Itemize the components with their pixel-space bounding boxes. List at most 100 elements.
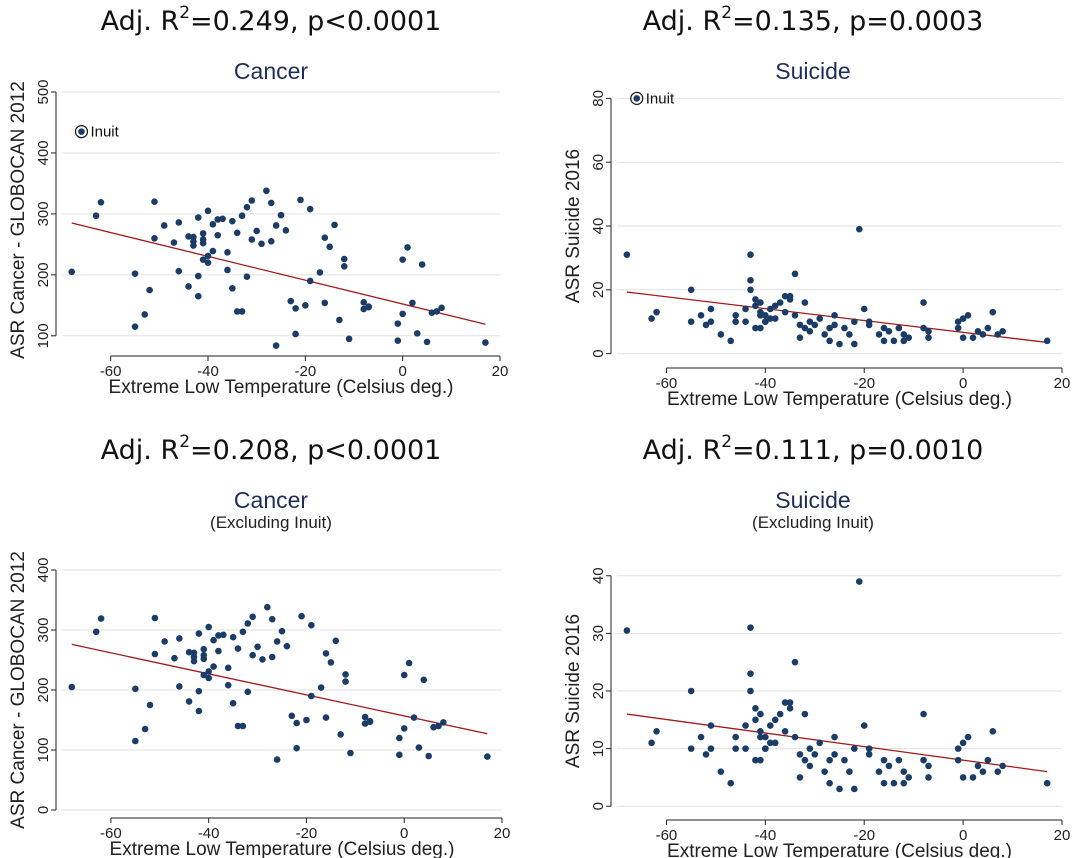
data-point bbox=[900, 337, 908, 345]
data-point bbox=[821, 768, 828, 775]
chart-subtitle: (Excluding Inuit) bbox=[210, 513, 332, 532]
data-point bbox=[185, 648, 193, 656]
data-point bbox=[742, 305, 749, 313]
data-point bbox=[757, 324, 764, 332]
data-point bbox=[268, 615, 276, 623]
data-point-outlier bbox=[78, 128, 85, 135]
data-point bbox=[249, 651, 256, 659]
data-point bbox=[209, 220, 217, 228]
data-point bbox=[219, 215, 226, 223]
data-point bbox=[239, 628, 247, 636]
x-tick-label: 20 bbox=[494, 825, 511, 842]
data-point bbox=[195, 687, 203, 695]
data-point bbox=[176, 683, 183, 690]
data-point bbox=[920, 324, 927, 332]
data-point bbox=[175, 267, 183, 275]
data-point bbox=[267, 199, 275, 207]
data-point bbox=[687, 687, 695, 695]
data-point bbox=[342, 678, 349, 685]
data-point bbox=[331, 221, 338, 229]
data-point bbox=[954, 324, 962, 332]
data-point bbox=[205, 668, 212, 675]
data-point bbox=[131, 323, 139, 330]
chart-title: Suicide bbox=[775, 58, 851, 84]
headline: Adj. R2=0.249, p<0.0001 bbox=[100, 3, 442, 37]
x-tick-label: -40 bbox=[198, 825, 220, 842]
chart-title: Cancer bbox=[233, 58, 309, 84]
data-point bbox=[204, 207, 212, 215]
data-point bbox=[185, 283, 192, 290]
data-point bbox=[752, 756, 759, 764]
outlier-marker-ring bbox=[74, 125, 89, 139]
data-point bbox=[900, 331, 908, 338]
data-point bbox=[648, 739, 655, 747]
data-point bbox=[752, 716, 759, 724]
data-point bbox=[707, 745, 715, 752]
data-point bbox=[747, 276, 754, 284]
data-point bbox=[68, 268, 76, 276]
x-tick-label: 20 bbox=[1054, 827, 1071, 844]
data-point bbox=[791, 270, 799, 278]
data-point bbox=[306, 205, 314, 213]
data-point bbox=[762, 733, 769, 741]
data-point bbox=[254, 643, 261, 651]
y-tick-label: 500 bbox=[35, 79, 52, 104]
data-point bbox=[190, 649, 198, 657]
data-point bbox=[890, 779, 898, 787]
data-point bbox=[306, 277, 314, 285]
data-point bbox=[272, 222, 280, 229]
data-point bbox=[836, 340, 843, 348]
data-point bbox=[959, 739, 967, 747]
data-point bbox=[964, 733, 972, 741]
x-tick-label: 20 bbox=[1054, 375, 1071, 392]
x-axis-label: Extreme Low Temperature (Celsius deg.) bbox=[109, 377, 454, 398]
data-point bbox=[717, 331, 725, 338]
data-point bbox=[244, 620, 252, 627]
data-point bbox=[836, 785, 843, 793]
data-point bbox=[831, 321, 838, 329]
data-point bbox=[435, 722, 442, 730]
data-point bbox=[846, 331, 853, 338]
data-point bbox=[826, 337, 833, 345]
data-point bbox=[413, 330, 421, 337]
data-point bbox=[273, 756, 281, 763]
panel-suicide-excl-inuit: Adj. R2=0.111, p=0.0010 Suicide (Excludi… bbox=[542, 429, 1084, 858]
data-point bbox=[243, 203, 251, 211]
x-tick-label: 0 bbox=[398, 363, 406, 380]
data-point bbox=[831, 751, 838, 758]
data-point bbox=[831, 312, 838, 319]
outlier-marker-ring bbox=[630, 91, 644, 105]
data-point bbox=[925, 327, 932, 335]
data-point bbox=[920, 710, 927, 718]
data-point bbox=[131, 270, 139, 277]
y-tick-label: 60 bbox=[590, 154, 607, 171]
data-point bbox=[244, 688, 252, 696]
data-point bbox=[340, 263, 348, 270]
x-tick-label: 0 bbox=[959, 375, 967, 392]
fitted-regression-line bbox=[626, 713, 1048, 773]
outlier-label: Inuit bbox=[90, 124, 119, 141]
data-point bbox=[185, 698, 193, 705]
data-point bbox=[199, 256, 207, 263]
data-point bbox=[855, 578, 863, 585]
data-point bbox=[425, 752, 432, 760]
data-point bbox=[851, 318, 858, 326]
data-point bbox=[151, 650, 159, 658]
data-point bbox=[308, 692, 315, 700]
data-point bbox=[151, 198, 158, 206]
data-point bbox=[199, 236, 207, 243]
data-point bbox=[771, 315, 779, 322]
data-point bbox=[826, 779, 833, 787]
data-point bbox=[1043, 337, 1051, 345]
data-point bbox=[766, 722, 774, 729]
data-point bbox=[732, 312, 739, 319]
data-point bbox=[979, 331, 987, 338]
x-axis-label: Extreme Low Temperature (Celsius deg.) bbox=[110, 839, 455, 858]
data-point bbox=[791, 658, 799, 666]
data-point bbox=[347, 749, 354, 757]
fitted-regression-line bbox=[71, 643, 488, 735]
data-point-outlier bbox=[633, 95, 641, 102]
data-point bbox=[925, 762, 932, 770]
data-point bbox=[732, 745, 739, 752]
data-point bbox=[321, 299, 329, 307]
